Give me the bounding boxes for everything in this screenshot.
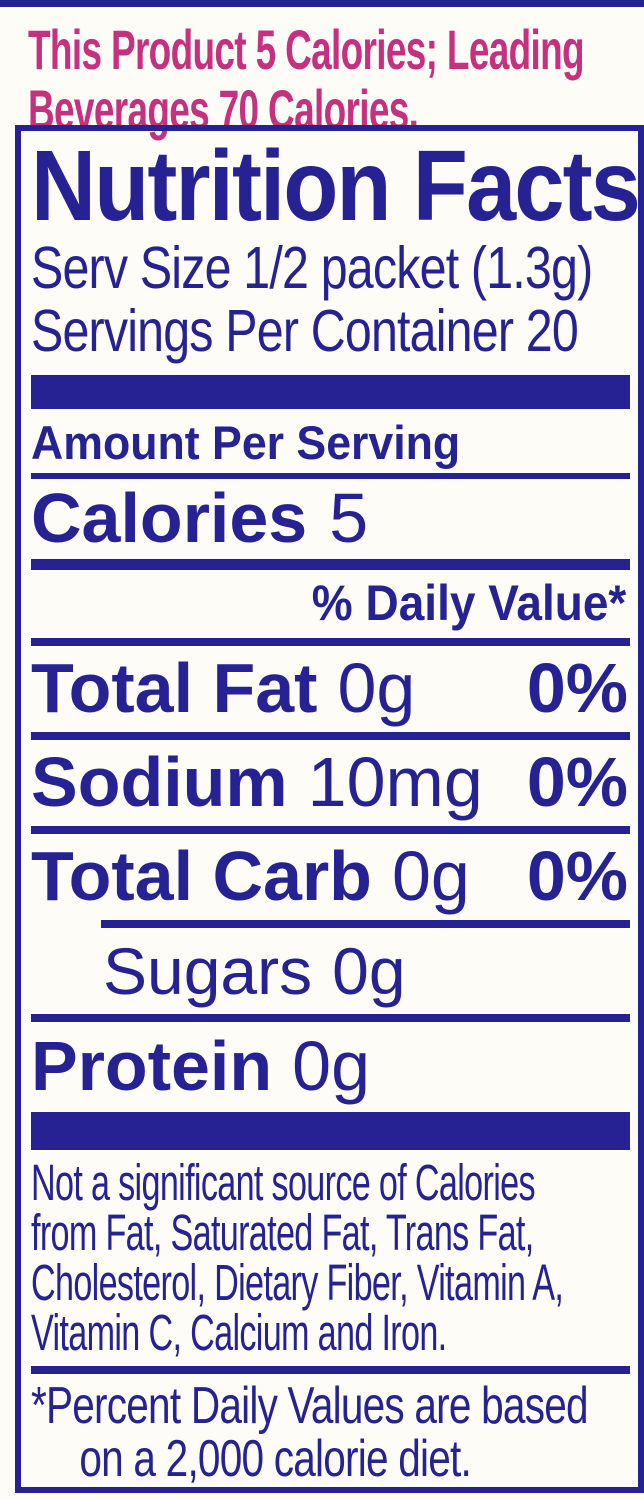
disclaimer-line-4: Vitamin C, Calcium and Iron. (31, 1304, 447, 1361)
divider-under-amount-per-serving (31, 473, 630, 479)
top-border-line (0, 0, 644, 7)
daily-value-header: % Daily Value* (311, 575, 627, 631)
banner-text-line-1: This Product 5 Calories; Leading (28, 18, 585, 81)
nutrient-name: Protein (31, 1027, 273, 1105)
nutrient-name: Total Carb (31, 837, 372, 915)
indented-divider-under-total-carb (101, 920, 630, 928)
disclaimer-line-2: from Fat, Saturated Fat, Trans Fat, (31, 1204, 534, 1261)
serving-size: Serv Size 1/2 packet (1.3g) (31, 235, 593, 301)
nutrient-name-amount: Total Fat 0g (31, 652, 415, 724)
nutrient-amount: 0g (391, 837, 470, 915)
nutrient-name-amount: Total Carb 0g (31, 840, 470, 912)
comparison-banner: This Product 5 Calories; Leading Beverag… (28, 20, 644, 140)
nutrient-name: Total Fat (31, 649, 318, 727)
nutrient-row-total-carb: Total Carb 0g 0% (31, 834, 630, 920)
nutrient-name-amount: Sugars 0g (103, 938, 406, 1004)
servings-per-container: Servings Per Container 20 (31, 298, 579, 364)
disclaimer-line-1: Not a significant source of Calories (31, 1154, 536, 1211)
nutrition-facts-label: Nutrition Facts Serv Size 1/2 packet (1.… (15, 125, 644, 1493)
nutrient-daily-value: 0% (526, 743, 628, 821)
disclaimer-line-3: Cholesterol, Dietary Fiber, Vitamin A, (31, 1254, 564, 1311)
nutrient-row-protein: Protein 0g (31, 1022, 630, 1110)
nutrient-amount: 0g (292, 1027, 371, 1105)
nutrient-name-amount: Protein 0g (31, 1030, 370, 1102)
divider-above-footnote (31, 1366, 630, 1374)
calories-label: Calories (31, 479, 308, 557)
footnote-line-2: on a 2,000 calorie diet. (79, 1430, 472, 1488)
nutrient-amount: 0g (332, 934, 406, 1008)
nutrient-amount: 10mg (307, 743, 483, 821)
nutrient-name: Sodium (31, 743, 288, 821)
thick-separator-top (31, 375, 630, 409)
thick-separator-bottom (31, 1112, 630, 1150)
daily-value-footnote: *Percent Daily Values are based on a 2,0… (31, 1380, 630, 1486)
nutrient-row-total-fat: Total Fat 0g 0% (31, 646, 630, 740)
calories-value: 5 (329, 479, 369, 557)
footnote-line-1: *Percent Daily Values are based (31, 1377, 589, 1435)
label-title: Nutrition Facts (31, 130, 640, 242)
nutrient-name-amount: Sodium 10mg (31, 746, 483, 818)
nutrient-row-sugars: Sugars 0g (31, 928, 630, 1022)
nutrient-daily-value: 0% (526, 837, 628, 915)
calories-row: Calories 5 (31, 481, 630, 555)
nutrient-daily-value: 0% (526, 649, 628, 727)
amount-per-serving-heading: Amount Per Serving (31, 416, 461, 469)
nutrient-name: Sugars (103, 934, 313, 1008)
divider-under-daily-value (31, 638, 630, 646)
divider-under-calories (31, 559, 630, 570)
nutrient-amount: 0g (337, 649, 416, 727)
disclaimer-paragraph: Not a significant source of Calories fro… (31, 1154, 630, 1361)
nutrient-row-sodium: Sodium 10mg 0% (31, 740, 630, 834)
